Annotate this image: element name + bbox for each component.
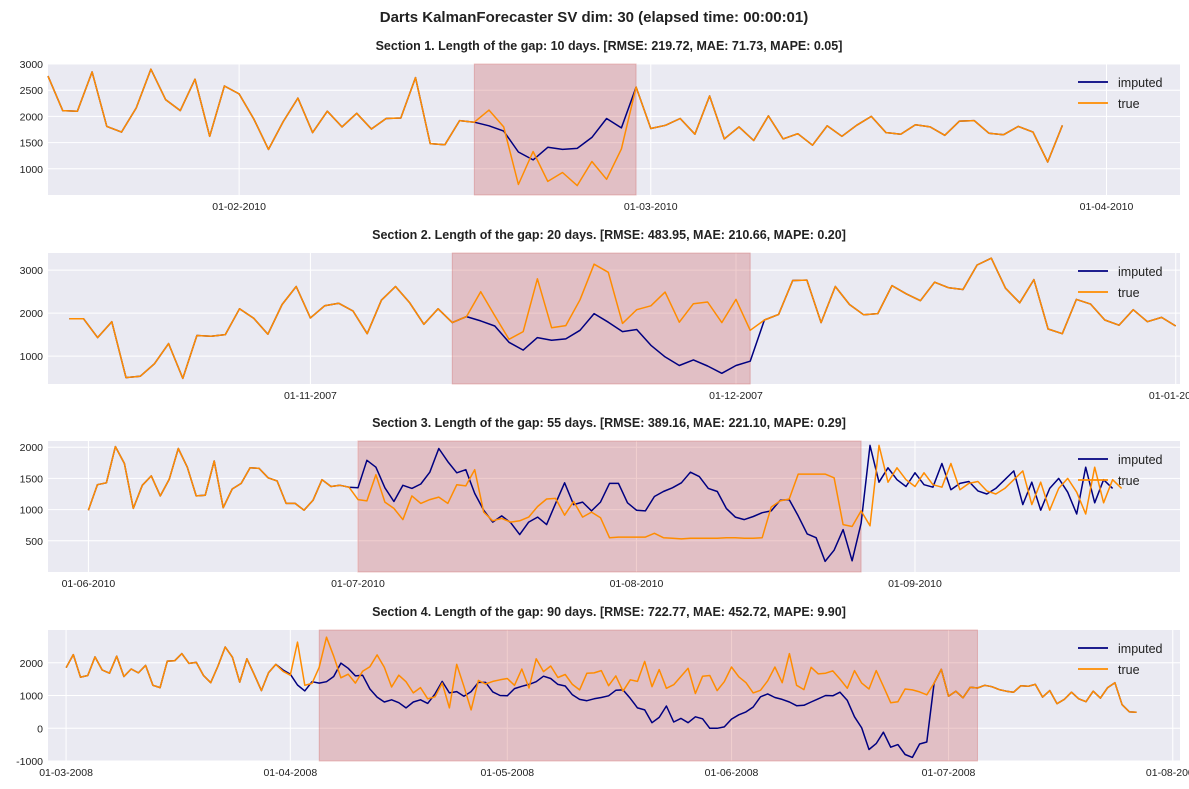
panel-3: Section 3. Length of the gap: 55 days. [… bbox=[20, 416, 1180, 590]
x-tick-label: 01-04-2010 bbox=[1080, 201, 1134, 213]
y-tick-label: 2000 bbox=[20, 308, 44, 320]
x-tick-label: 01-06-2008 bbox=[705, 767, 759, 779]
y-tick-label: 500 bbox=[25, 536, 43, 548]
x-tick-label: 01-09-2010 bbox=[888, 578, 942, 590]
legend-imputed-label: imputed bbox=[1118, 265, 1163, 279]
panel-1: Section 1. Length of the gap: 10 days. [… bbox=[20, 39, 1180, 213]
plot-area bbox=[48, 64, 1180, 195]
y-tick-label: 2000 bbox=[20, 658, 44, 670]
legend-true-label: true bbox=[1118, 286, 1140, 300]
y-tick-label: 2500 bbox=[20, 85, 44, 97]
x-tick-label: 01-07-2008 bbox=[922, 767, 976, 779]
true-series-line bbox=[47, 68, 1064, 187]
plot-area bbox=[48, 253, 1180, 384]
panel-4: Section 4. Length of the gap: 90 days. [… bbox=[16, 605, 1189, 779]
y-tick-label: 0 bbox=[37, 723, 43, 735]
x-tick-label: 01-08-2010 bbox=[610, 578, 664, 590]
panel-title: Section 2. Length of the gap: 20 days. [… bbox=[372, 228, 846, 242]
legend-true-label: true bbox=[1118, 97, 1140, 111]
legend-imputed-label: imputed bbox=[1118, 453, 1163, 467]
true-series-line bbox=[69, 257, 1177, 380]
panel-title: Section 1. Length of the gap: 10 days. [… bbox=[376, 39, 843, 53]
x-tick-label: 01-07-2010 bbox=[331, 578, 385, 590]
y-tick-label: 1000 bbox=[20, 351, 44, 363]
x-tick-label: 01-06-2010 bbox=[62, 578, 116, 590]
x-tick-label: 01-01-2008 bbox=[1149, 390, 1189, 402]
y-tick-label: 3000 bbox=[20, 265, 44, 277]
y-tick-label: 1500 bbox=[20, 473, 44, 485]
y-tick-label: 2000 bbox=[20, 111, 44, 123]
x-tick-label: 01-08-2008 bbox=[1146, 767, 1189, 779]
x-tick-label: 01-02-2010 bbox=[212, 201, 266, 213]
legend-true-label: true bbox=[1118, 663, 1140, 677]
legend-imputed-label: imputed bbox=[1118, 76, 1163, 90]
legend-imputed-label: imputed bbox=[1118, 642, 1163, 656]
x-tick-label: 01-05-2008 bbox=[480, 767, 534, 779]
figure-title: Darts KalmanForecaster SV dim: 30 (elaps… bbox=[380, 9, 809, 26]
y-tick-label: -1000 bbox=[16, 756, 43, 768]
legend-true-label: true bbox=[1118, 474, 1140, 488]
x-tick-label: 01-11-2007 bbox=[284, 390, 337, 402]
y-tick-label: 1500 bbox=[20, 138, 44, 150]
plot-area bbox=[48, 441, 1180, 572]
y-tick-label: 1000 bbox=[20, 691, 44, 703]
gap-region bbox=[318, 629, 978, 762]
y-tick-label: 1000 bbox=[20, 164, 44, 176]
x-tick-label: 01-03-2008 bbox=[39, 767, 93, 779]
gap-region bbox=[357, 440, 862, 573]
y-tick-label: 3000 bbox=[20, 59, 44, 71]
x-tick-label: 01-03-2010 bbox=[624, 201, 678, 213]
y-tick-label: 1000 bbox=[20, 505, 44, 517]
x-tick-label: 01-04-2008 bbox=[263, 767, 317, 779]
panel-title: Section 3. Length of the gap: 55 days. [… bbox=[372, 416, 846, 430]
y-tick-label: 2000 bbox=[20, 442, 44, 454]
x-tick-label: 01-12-2007 bbox=[709, 390, 763, 402]
panel-2: Section 2. Length of the gap: 20 days. [… bbox=[20, 228, 1189, 402]
true-series-line bbox=[87, 444, 1123, 540]
true-series-line bbox=[65, 636, 1137, 713]
panel-title: Section 4. Length of the gap: 90 days. [… bbox=[372, 605, 846, 619]
